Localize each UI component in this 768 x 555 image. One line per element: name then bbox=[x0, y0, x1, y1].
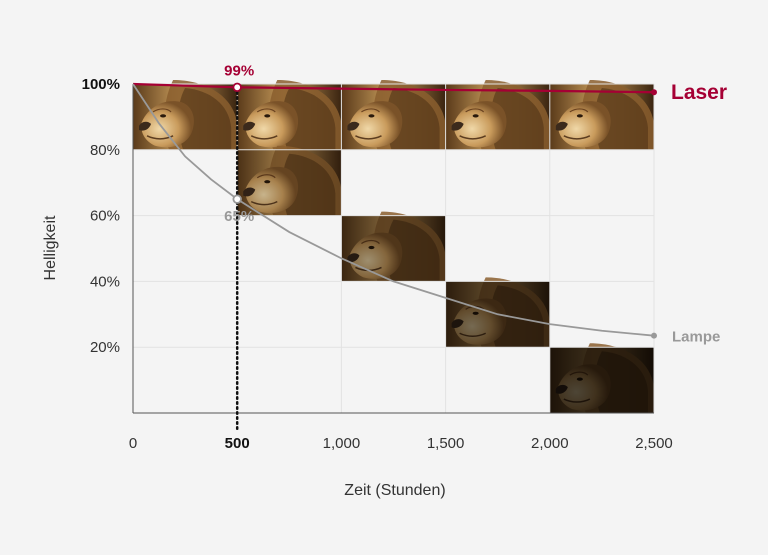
annotation-label: 65% bbox=[224, 208, 254, 225]
label-layer: Laser Lampe 99% 65% bbox=[224, 62, 727, 345]
annotation-label: 99% bbox=[224, 62, 254, 79]
lion-image-tile bbox=[340, 210, 447, 283]
annotation-marker bbox=[232, 194, 242, 204]
axis-layer: 20% 40% 60% 80% 100% 0 500 1,000 1,500 2,000 2,500… bbox=[42, 76, 673, 499]
x-axis-title: Zeit (Stunden) bbox=[344, 482, 445, 499]
y-tick-label: 80% bbox=[90, 142, 120, 159]
series-line-laser bbox=[132, 82, 655, 94]
x-tick-label: 1,500 bbox=[427, 435, 465, 452]
annotation-marker bbox=[232, 82, 242, 92]
tile-dim-overlay bbox=[549, 347, 654, 413]
tile-dim-overlay bbox=[237, 149, 342, 216]
tile-dim-overlay bbox=[341, 215, 446, 282]
series-end-point-lampe bbox=[651, 332, 657, 339]
lion-image-tile bbox=[236, 145, 343, 217]
x-tick-label: 0 bbox=[129, 435, 137, 452]
y-tick-label: 100% bbox=[82, 76, 120, 93]
grid-layer bbox=[133, 83, 655, 413]
series-label-lampe: Lampe bbox=[672, 329, 720, 346]
series-layer bbox=[132, 82, 657, 434]
series-end-point-laser bbox=[651, 89, 657, 96]
lion-image-tile bbox=[132, 79, 238, 151]
x-tick-label: 1,000 bbox=[323, 435, 361, 452]
series-line-lampe bbox=[132, 83, 655, 337]
y-tick-label: 40% bbox=[90, 273, 120, 290]
lion-image-tile bbox=[549, 342, 655, 414]
lion-tiles-layer bbox=[132, 79, 655, 414]
y-tick-label: 20% bbox=[90, 339, 120, 356]
lion-image-tile bbox=[236, 79, 343, 151]
x-tick-label: 2,000 bbox=[531, 435, 569, 452]
series-label-laser: Laser bbox=[671, 81, 727, 104]
x-tick-label: 500 bbox=[225, 435, 250, 452]
x-tick-label: 2,500 bbox=[635, 435, 673, 452]
lion-image-tile bbox=[444, 276, 551, 348]
y-axis-title: Helligkeit bbox=[42, 215, 59, 280]
y-tick-label: 60% bbox=[90, 208, 120, 225]
